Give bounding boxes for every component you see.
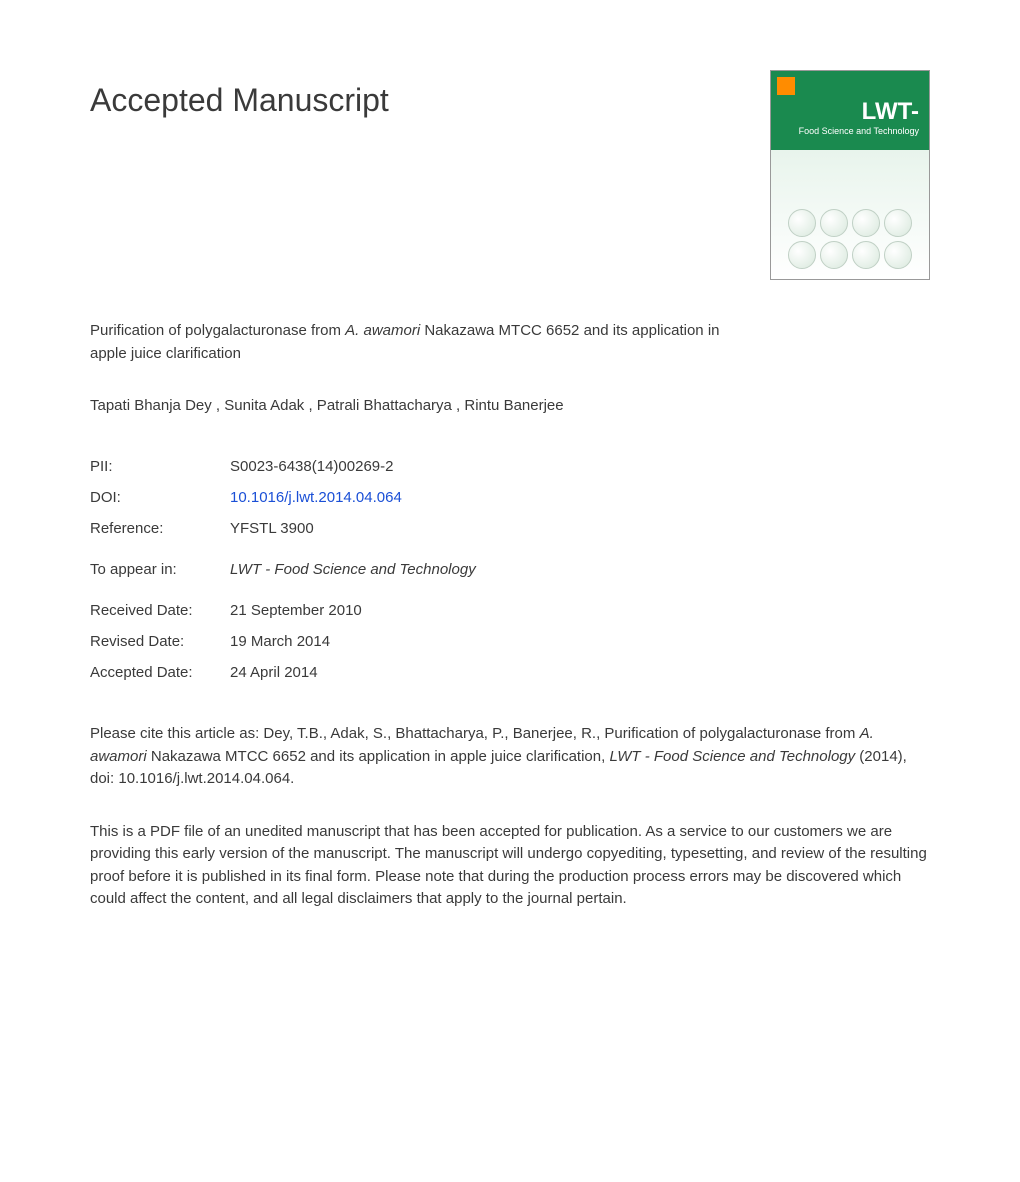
meta-row-received: Received Date: 21 September 2010 <box>90 600 930 621</box>
meta-row-to-appear: To appear in: LWT - Food Science and Tec… <box>90 559 930 580</box>
received-label: Received Date: <box>90 600 230 621</box>
doi-label: DOI: <box>90 487 230 508</box>
meta-row-doi: DOI: 10.1016/j.lwt.2014.04.064 <box>90 487 930 508</box>
to-appear-block: To appear in: LWT - Food Science and Tec… <box>90 559 930 580</box>
pii-label: PII: <box>90 456 230 477</box>
received-value: 21 September 2010 <box>230 600 930 621</box>
cover-decor-icon <box>820 209 848 237</box>
article-title-block: Purification of polygalacturonase from A… <box>90 320 740 365</box>
meta-row-accepted: Accepted Date: 24 April 2014 <box>90 662 930 683</box>
meta-row-reference: Reference: YFSTL 3900 <box>90 518 930 539</box>
metadata-table: PII: S0023-6438(14)00269-2 DOI: 10.1016/… <box>90 456 930 539</box>
header-row: Accepted Manuscript LWT- Food Science an… <box>90 70 930 280</box>
cover-art <box>771 209 929 269</box>
cover-journal-title: LWT- <box>862 95 919 129</box>
cover-decor-icon <box>820 241 848 269</box>
title-prefix: Purification of polygalacturonase from <box>90 322 345 339</box>
accepted-label: Accepted Date: <box>90 662 230 683</box>
to-appear-label: To appear in: <box>90 559 230 580</box>
dates-block: Received Date: 21 September 2010 Revised… <box>90 600 930 683</box>
reference-label: Reference: <box>90 518 230 539</box>
cover-decor-icon <box>852 209 880 237</box>
citation-journal: LWT - Food Science and Technology <box>609 748 855 765</box>
citation-prefix: Please cite this article as: Dey, T.B., … <box>90 725 860 742</box>
accepted-value: 24 April 2014 <box>230 662 930 683</box>
revised-value: 19 March 2014 <box>230 631 930 652</box>
cover-journal-subtitle: Food Science and Technology <box>799 125 919 138</box>
reference-value: YFSTL 3900 <box>230 518 930 539</box>
revised-label: Revised Date: <box>90 631 230 652</box>
publisher-logo-icon <box>777 77 795 95</box>
journal-cover-thumbnail: LWT- Food Science and Technology <box>770 70 930 280</box>
disclaimer-text: This is a PDF file of an unedited manusc… <box>90 821 930 911</box>
citation-mid: Nakazawa MTCC 6652 and its application i… <box>147 748 610 765</box>
cover-decor-icon <box>788 209 816 237</box>
article-title: Purification of polygalacturonase from A… <box>90 320 740 365</box>
cover-decor-icon <box>884 209 912 237</box>
title-species: A. awamori <box>345 322 420 339</box>
cover-decor-icon <box>884 241 912 269</box>
pii-value: S0023-6438(14)00269-2 <box>230 456 930 477</box>
citation-text: Please cite this article as: Dey, T.B., … <box>90 723 930 791</box>
to-appear-value: LWT - Food Science and Technology <box>230 559 930 580</box>
authors-list: Tapati Bhanja Dey , Sunita Adak , Patral… <box>90 395 930 416</box>
cover-decor-icon <box>852 241 880 269</box>
cover-decor-icon <box>788 241 816 269</box>
meta-row-revised: Revised Date: 19 March 2014 <box>90 631 930 652</box>
meta-row-pii: PII: S0023-6438(14)00269-2 <box>90 456 930 477</box>
page-heading: Accepted Manuscript <box>90 78 389 123</box>
doi-link[interactable]: 10.1016/j.lwt.2014.04.064 <box>230 487 930 508</box>
